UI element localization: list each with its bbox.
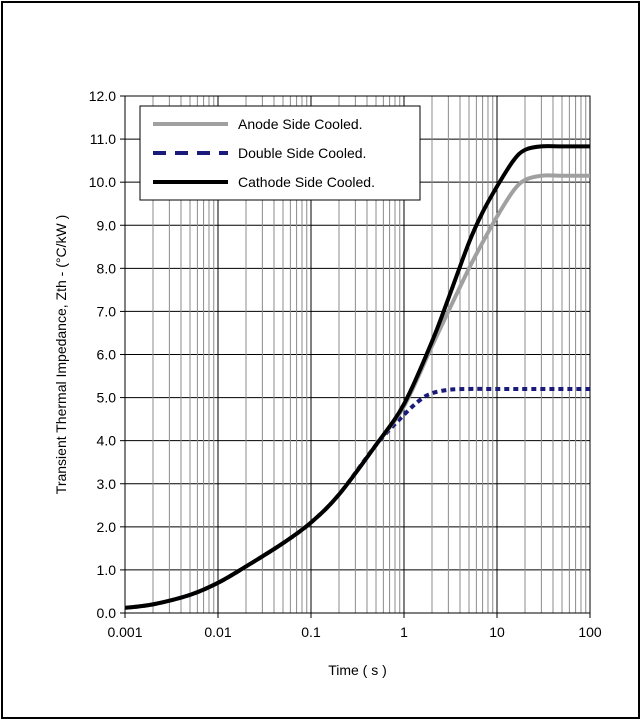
y-tick-label: 6.0: [97, 347, 117, 363]
legend-label: Cathode Side Cooled.: [238, 174, 375, 190]
x-axis-title: Time ( s ): [328, 662, 387, 678]
y-tick-label: 11.0: [90, 131, 116, 147]
series-lines: [124, 144, 591, 610]
x-tick-label: 10: [489, 624, 505, 640]
series-line-double-side-cooled: [124, 386, 591, 610]
axis-ticks: 0.0 1.0 2.0 3.0 4.0 5.0 6.0 7.0 8.0 9.0 10.0 11.0 12…: [89, 88, 602, 640]
x-tick-label: 0.001: [107, 624, 142, 640]
y-tick-label: 1.0: [97, 562, 117, 578]
y-tick-label: 5.0: [97, 390, 117, 406]
x-tick-label: 100: [578, 624, 602, 640]
y-tick-label: 2.0: [97, 519, 117, 535]
y-tick-label: 9.0: [97, 217, 117, 233]
y-tick-label: 10.0: [89, 174, 116, 190]
series-line-anode-side-cooled: [124, 173, 590, 610]
y-tick-label: 7.0: [97, 303, 117, 319]
legend-label: Double Side Cooled.: [238, 145, 366, 161]
legend-label: Anode Side Cooled.: [238, 116, 363, 132]
x-tick-label: 0.01: [204, 624, 231, 640]
y-tick-label: 3.0: [97, 476, 117, 492]
y-tick-label: 8.0: [97, 260, 117, 276]
y-tick-label: 12.0: [89, 88, 116, 104]
y-axis-title: Transient Thermal Impedance, Zth - (°C/k…: [53, 215, 69, 494]
y-tick-label: 4.0: [97, 433, 117, 449]
x-tick-label: 1: [400, 624, 408, 640]
legend: Anode Side Cooled. Double Side Cooled. Cat…: [139, 105, 421, 201]
y-tick-label: 0.0: [97, 605, 117, 621]
series-line-cathode-side-cooled: [124, 144, 590, 610]
x-tick-label: 0.1: [301, 624, 321, 640]
